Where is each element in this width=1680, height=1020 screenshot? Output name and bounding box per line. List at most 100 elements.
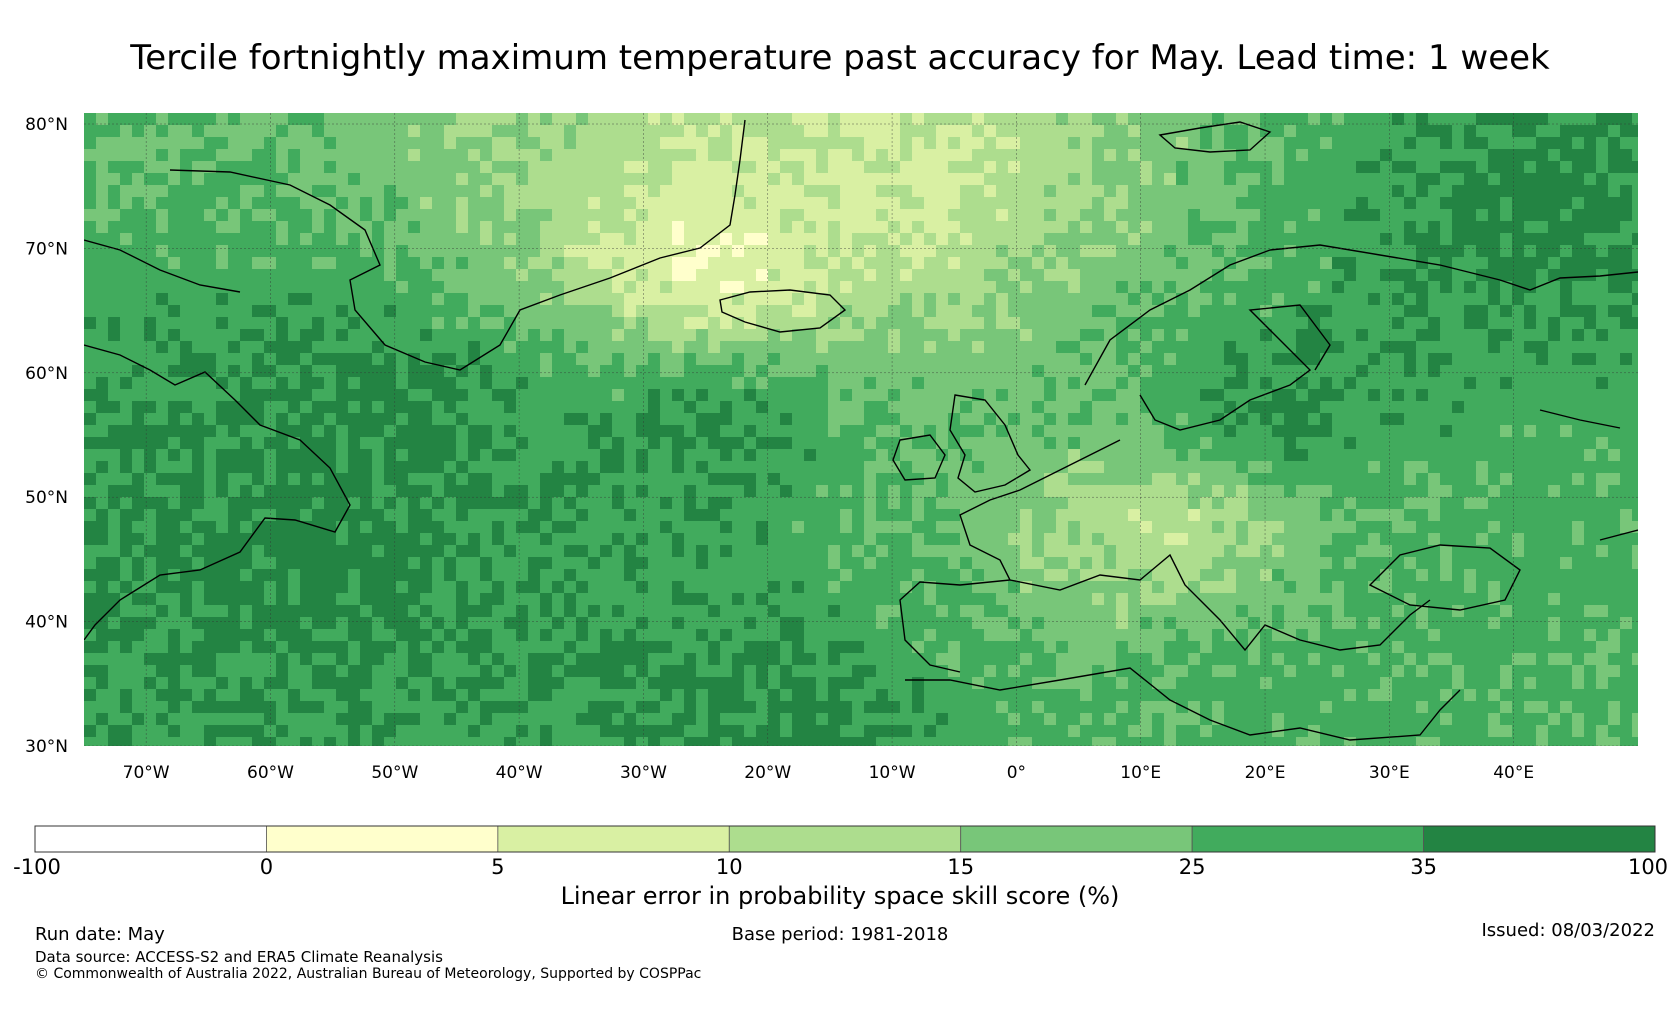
skill-cell [1536, 365, 1549, 378]
skill-cell [1344, 137, 1357, 150]
skill-cell [1356, 197, 1369, 210]
skill-cell [408, 245, 421, 258]
skill-cell [1140, 269, 1153, 282]
skill-cell [180, 305, 193, 318]
skill-cell [696, 197, 709, 210]
skill-cell [480, 389, 493, 402]
skill-cell [948, 545, 961, 558]
skill-cell [852, 209, 865, 222]
skill-cell [1536, 509, 1549, 522]
skill-cell [888, 521, 901, 534]
skill-cell [96, 125, 109, 138]
skill-cell [312, 317, 325, 330]
skill-cell [252, 149, 265, 162]
skill-cell [1488, 473, 1501, 486]
skill-cell [384, 377, 397, 390]
skill-cell [1572, 305, 1585, 318]
skill-cell [1128, 473, 1141, 486]
skill-cell [240, 221, 253, 234]
skill-cell [732, 197, 745, 210]
skill-cell [1224, 209, 1237, 222]
skill-cell [1308, 113, 1321, 126]
skill-cell [792, 209, 805, 222]
skill-cell [1212, 293, 1225, 306]
skill-cell [552, 113, 565, 126]
skill-cell [660, 149, 673, 162]
skill-cell [408, 521, 421, 534]
skill-cell [120, 365, 133, 378]
skill-cell [1428, 305, 1441, 318]
skill-cell [852, 221, 865, 234]
skill-cell [1500, 233, 1513, 246]
skill-cell [1236, 149, 1249, 162]
skill-cell [540, 293, 553, 306]
skill-cell [96, 425, 109, 438]
skill-cell [1404, 353, 1417, 366]
skill-cell [1452, 197, 1465, 210]
skill-cell [192, 413, 205, 426]
skill-cell [624, 113, 637, 126]
skill-cell [984, 173, 997, 186]
skill-cell [780, 257, 793, 270]
skill-cell [1380, 413, 1393, 426]
skill-cell [1332, 365, 1345, 378]
skill-cell [1584, 185, 1597, 198]
skill-cell [96, 149, 109, 162]
skill-cell [744, 449, 757, 462]
skill-cell [1068, 473, 1081, 486]
skill-cell [1284, 461, 1297, 474]
skill-cell [780, 221, 793, 234]
skill-cell [456, 533, 469, 546]
skill-cell [1524, 329, 1537, 342]
skill-cell [984, 425, 997, 438]
skill-cell [1560, 497, 1573, 510]
skill-cell [744, 329, 757, 342]
skill-cell [912, 161, 925, 174]
skill-cell [852, 137, 865, 150]
skill-cell [852, 389, 865, 402]
skill-cell [1248, 329, 1261, 342]
skill-cell [672, 173, 685, 186]
skill-cell [828, 113, 841, 126]
skill-cell [1020, 353, 1033, 366]
skill-cell [420, 173, 433, 186]
skill-cell [492, 293, 505, 306]
skill-cell [900, 161, 913, 174]
skill-cell [540, 545, 553, 558]
skill-cell [852, 305, 865, 318]
skill-cell [1356, 437, 1369, 450]
skill-cell [516, 353, 529, 366]
skill-cell [1596, 137, 1609, 150]
skill-cell [1632, 281, 1638, 294]
skill-cell [312, 209, 325, 222]
skill-cell [1236, 245, 1249, 258]
skill-cell [600, 341, 613, 354]
skill-cell [912, 329, 925, 342]
skill-cell [828, 545, 841, 558]
skill-cell [996, 329, 1009, 342]
skill-cell [156, 161, 169, 174]
skill-cell [408, 557, 421, 570]
skill-cell [948, 557, 961, 570]
skill-cell [984, 377, 997, 390]
skill-cell [972, 557, 985, 570]
skill-cell [1488, 341, 1501, 354]
skill-cell [1608, 341, 1621, 354]
skill-cell [1116, 509, 1129, 522]
skill-cell [1572, 425, 1585, 438]
skill-cell [516, 365, 529, 378]
skill-cell [1140, 545, 1153, 558]
skill-cell [1236, 389, 1249, 402]
skill-cell [1092, 113, 1105, 126]
skill-cell [132, 293, 145, 306]
skill-cell [300, 221, 313, 234]
skill-cell [996, 509, 1009, 522]
skill-cell [384, 485, 397, 498]
skill-cell [432, 161, 445, 174]
skill-cell [1608, 449, 1621, 462]
skill-cell [996, 185, 1009, 198]
skill-cell [708, 353, 721, 366]
skill-cell [336, 185, 349, 198]
skill-cell [612, 497, 625, 510]
skill-cell [1632, 149, 1638, 162]
